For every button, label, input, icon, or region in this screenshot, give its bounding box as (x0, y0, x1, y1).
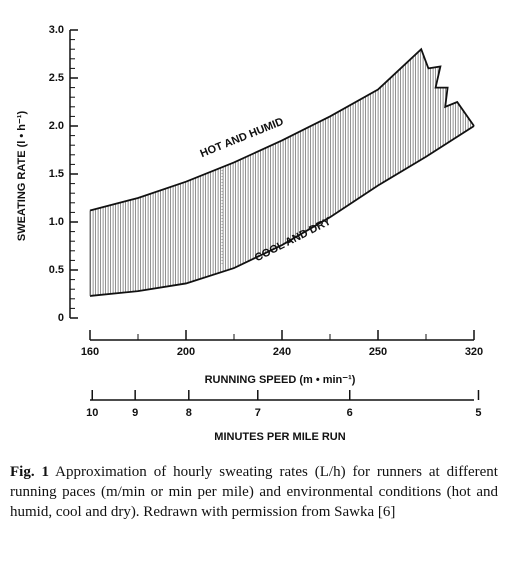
x2-axis-title: MINUTES PER MILE RUN (214, 431, 345, 443)
x-axis-title: RUNNING SPEED (m • min⁻¹) (205, 374, 356, 386)
x-tick-label: 200 (177, 346, 195, 358)
chart: SWEATING RATE (l • h⁻¹) RUNNING SPEED (m… (16, 24, 483, 443)
x2-tick-label: 7 (255, 407, 261, 419)
caption: Fig. 1 Approximation of hourly sweating … (10, 462, 498, 522)
y-axis-title: SWEATING RATE (l • h⁻¹) (16, 111, 28, 242)
x2-tick-label: 5 (475, 407, 481, 419)
x2-tick-label: 10 (86, 407, 98, 419)
x2-tick-label: 6 (347, 407, 353, 419)
y-tick-label: 0.5 (49, 264, 64, 276)
y-tick-label: 2.5 (49, 72, 64, 84)
y-tick-label: 0 (58, 312, 64, 324)
x2-tick-label: 8 (186, 407, 192, 419)
x-tick-label: 250 (369, 346, 387, 358)
x2-tick-label: 9 (132, 407, 138, 419)
band-fill (90, 49, 474, 296)
y-tick-label: 3.0 (49, 24, 64, 36)
x-tick-label: 240 (273, 346, 291, 358)
caption-label: Fig. 1 (10, 464, 50, 480)
x-tick-label: 160 (81, 346, 99, 358)
y-tick-label: 1.0 (49, 216, 64, 228)
x-tick-label: 320 (465, 346, 483, 358)
y-tick-label: 2.0 (49, 120, 64, 132)
series-line (89, 125, 475, 297)
series-line (89, 47, 475, 212)
caption-text: Approximation of hourly sweating rates (… (10, 464, 498, 520)
y-tick-label: 1.5 (49, 168, 64, 180)
